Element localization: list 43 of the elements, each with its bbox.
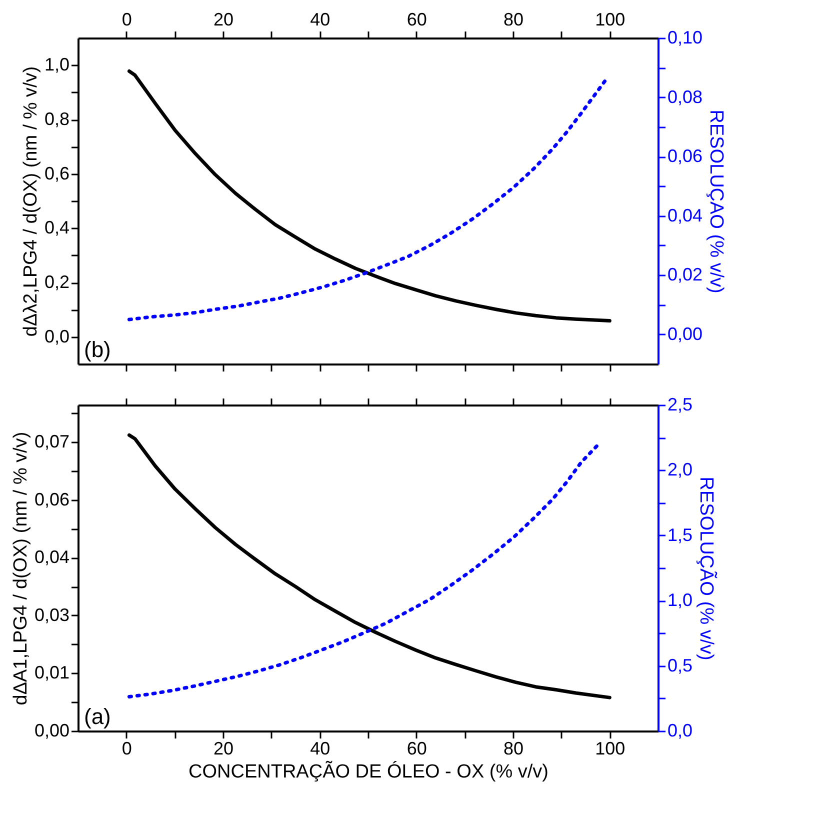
- x2-tick-label: 100: [595, 10, 626, 30]
- y2-axis-title: RESOLUÇAO (% v/v): [706, 110, 727, 294]
- y-tick-label: 0,03: [34, 604, 70, 625]
- y2-tick-label: 0,04: [668, 205, 703, 226]
- y-tick-label: 0,06: [34, 489, 70, 510]
- x-tick-label: 0: [122, 738, 132, 758]
- y2-tick-label: 0,08: [668, 86, 703, 107]
- x2-tick-label: 20: [213, 10, 234, 30]
- y-tick-label: 0,0: [44, 326, 70, 346]
- x2-tick-label: 0: [122, 10, 132, 30]
- y2-tick-label: 0,06: [668, 146, 703, 166]
- annotation: (b): [84, 337, 111, 362]
- x-tick-label: 100: [595, 738, 626, 758]
- x2-tick-label: 60: [406, 10, 427, 30]
- y-tick-label: 0,01: [34, 662, 70, 683]
- y-tick-label: 0,04: [34, 547, 70, 568]
- annotation: (a): [84, 704, 111, 729]
- x-tick-label: 80: [503, 738, 524, 758]
- y2-tick-label: 0,02: [668, 264, 703, 285]
- x2-tick-label: 80: [503, 10, 524, 30]
- y2-tick-label: 0,00: [668, 324, 703, 344]
- x-tick-label: 20: [213, 738, 234, 758]
- x2-tick-label: 40: [310, 10, 330, 30]
- y-tick-label: 0,00: [34, 720, 70, 740]
- y-axis-title: dΔλ2,LPG4 / d(OX) (nm / % v/v): [20, 66, 42, 337]
- y2-tick-label: 0,5: [668, 655, 693, 676]
- y-axis-title: dΔA1,LPG4 / d(OX) (nm / % v/v): [10, 432, 32, 706]
- y-tick-label: 1,0: [44, 54, 70, 75]
- y2-tick-label: 2,5: [668, 394, 693, 414]
- y2-tick-label: 0,0: [668, 720, 693, 740]
- y2-tick-label: 1,0: [668, 590, 693, 610]
- x-axis-title: CONCENTRAÇÃO DE ÓLEO - OX (% v/v): [188, 760, 548, 782]
- y-tick-label: 0,4: [44, 218, 70, 238]
- y2-axis-title: RESOLUÇÃO (% v/v): [696, 476, 718, 660]
- y2-tick-label: 2,0: [668, 460, 693, 480]
- y-tick-label: 0,6: [44, 163, 70, 184]
- y2-tick-label: 1,5: [668, 524, 693, 545]
- y-tick-label: 0,07: [34, 432, 70, 452]
- x-tick-label: 40: [310, 738, 330, 758]
- y2-tick-label: 0,10: [668, 28, 703, 48]
- x-tick-label: 60: [406, 738, 427, 758]
- y-tick-label: 0,8: [44, 109, 70, 129]
- y-tick-label: 0,2: [44, 272, 70, 292]
